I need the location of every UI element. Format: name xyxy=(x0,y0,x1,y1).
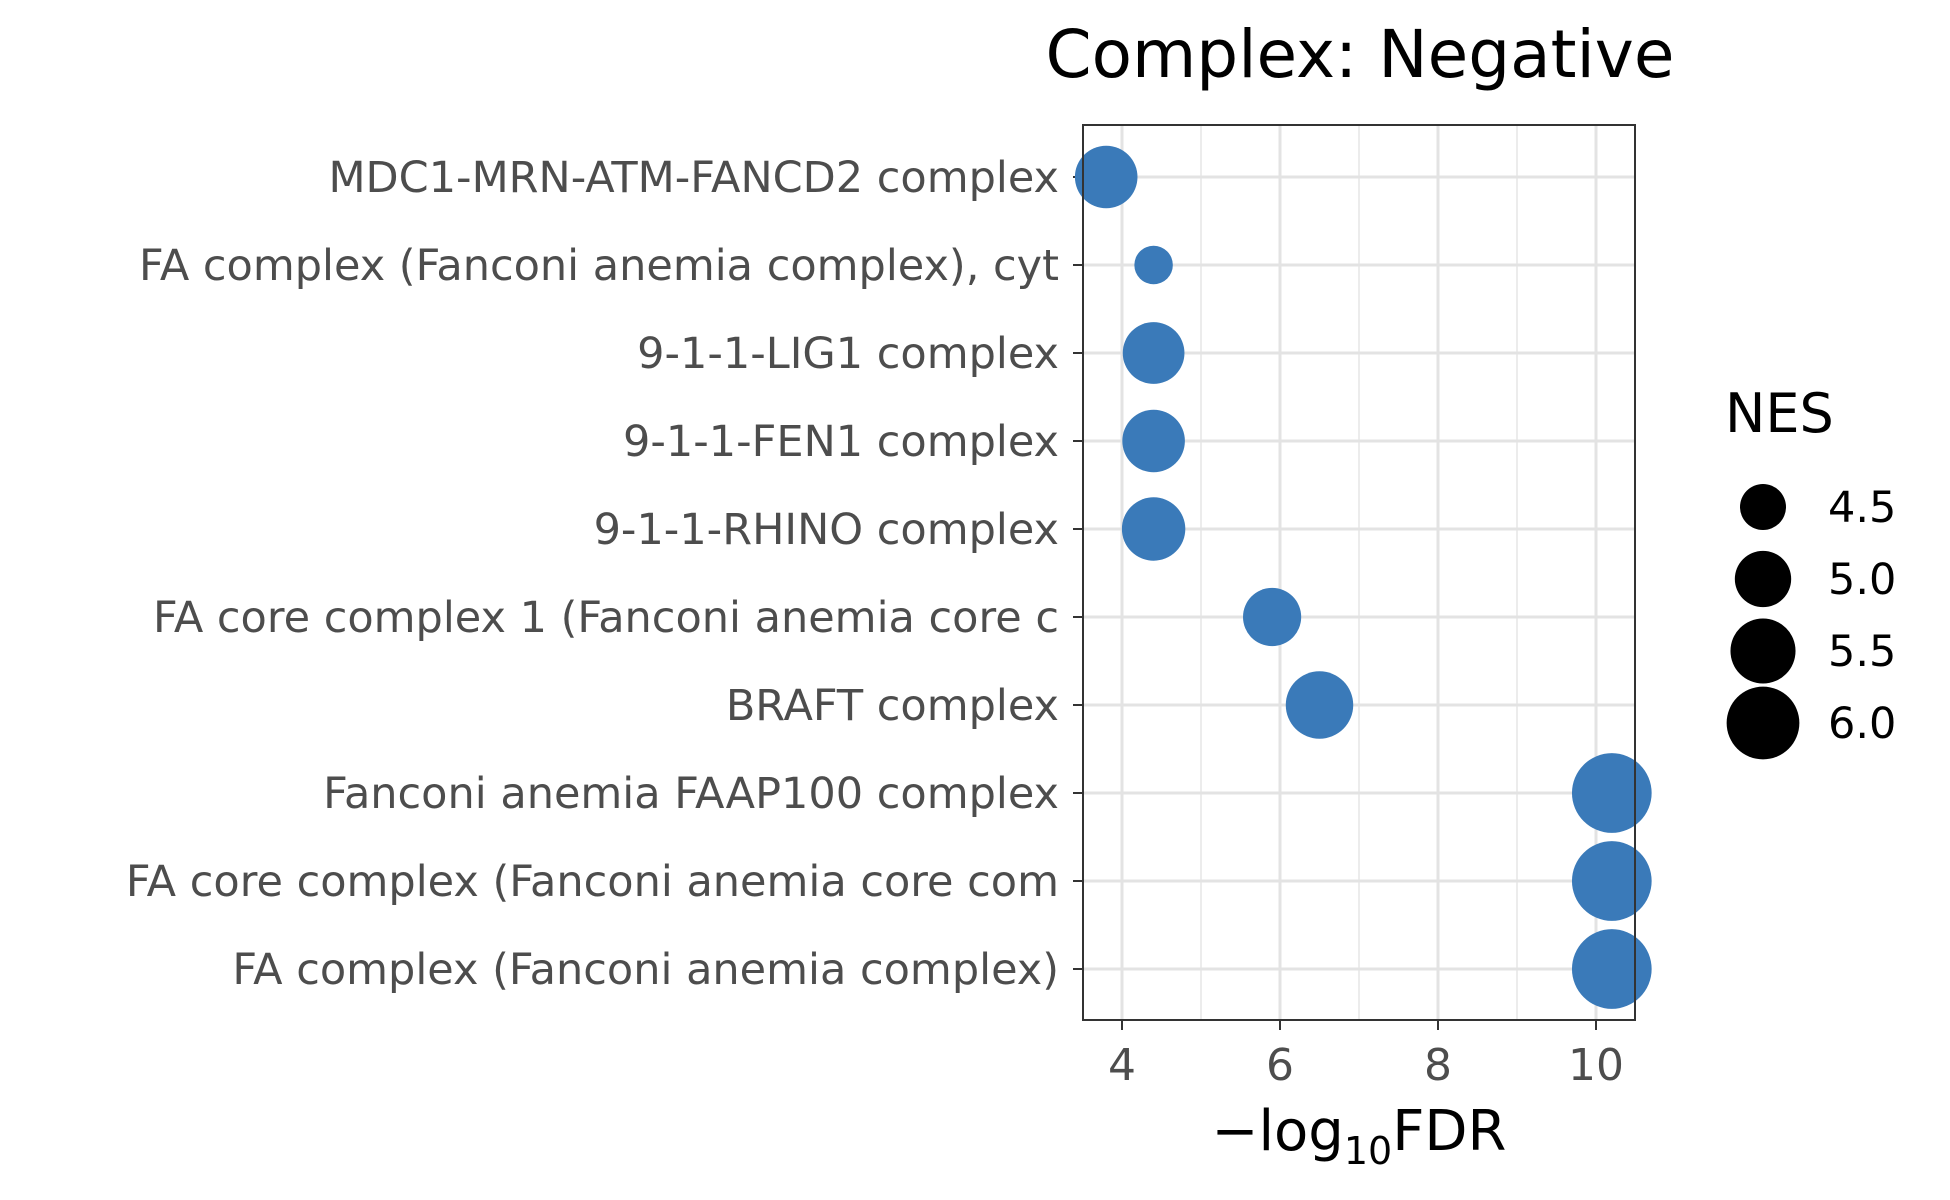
x-tick-label: 4 xyxy=(1108,1040,1136,1091)
y-tick-label: 9-1-1-LIG1 complex xyxy=(637,329,1059,379)
y-tick-label: BRAFT complex xyxy=(726,681,1059,731)
legend-label: 5.0 xyxy=(1828,555,1896,605)
x-axis-label-suffix: FDR xyxy=(1392,1099,1506,1164)
y-tick-label: 9-1-1-FEN1 complex xyxy=(623,417,1059,467)
x-axis-label: −log10FDR xyxy=(1212,1099,1507,1173)
legend-key xyxy=(1730,618,1796,684)
legend-label: 6.0 xyxy=(1828,699,1896,749)
chart-title: Complex: Negative xyxy=(1046,16,1675,93)
data-point xyxy=(1571,841,1652,921)
data-point xyxy=(1571,929,1652,1009)
data-point xyxy=(1122,409,1185,473)
y-tick-label: 9-1-1-RHINO complex xyxy=(594,505,1059,555)
size-legend: 4.5 5.0 5.5 6.0 xyxy=(1726,483,1896,760)
data-point xyxy=(1074,145,1138,209)
y-tick-label: FA complex (Fanconi anemia complex) xyxy=(232,945,1059,995)
data-points xyxy=(1074,145,1652,1009)
y-tick-label: MDC1-MRN-ATM-FANCD2 complex xyxy=(328,153,1059,203)
y-tick-label: Fanconi anemia FAAP100 complex xyxy=(323,769,1059,819)
legend-label: 4.5 xyxy=(1828,483,1896,533)
data-point xyxy=(1122,322,1185,384)
y-tick-label: FA core complex (Fanconi anemia core com xyxy=(126,857,1059,907)
y-axis-tick-labels: MDC1-MRN-ATM-FANCD2 complex FA complex (F… xyxy=(126,153,1059,995)
legend-key xyxy=(1726,686,1800,760)
data-point xyxy=(1121,497,1186,561)
x-tick-label: 6 xyxy=(1266,1040,1294,1091)
legend-label: 5.5 xyxy=(1828,627,1896,677)
x-tick-label: 10 xyxy=(1568,1040,1624,1091)
data-point xyxy=(1243,587,1302,647)
legend-title: NES xyxy=(1725,382,1834,445)
data-point xyxy=(1285,671,1354,739)
x-axis-tick-labels: 4 6 8 10 xyxy=(1108,1040,1624,1091)
legend-key xyxy=(1740,484,1786,530)
plot-panel-border xyxy=(1082,124,1636,1021)
y-tick-label: FA core complex 1 (Fanconi anemia core c xyxy=(153,593,1059,643)
data-point xyxy=(1571,753,1652,833)
x-axis-label-prefix: −log xyxy=(1212,1099,1344,1164)
data-point xyxy=(1134,245,1173,285)
y-tick-label: FA complex (Fanconi anemia complex), cyt xyxy=(139,241,1059,291)
x-tick-label: 8 xyxy=(1424,1040,1452,1091)
x-axis-label-subscript: 10 xyxy=(1344,1129,1392,1173)
legend-key xyxy=(1734,550,1792,608)
